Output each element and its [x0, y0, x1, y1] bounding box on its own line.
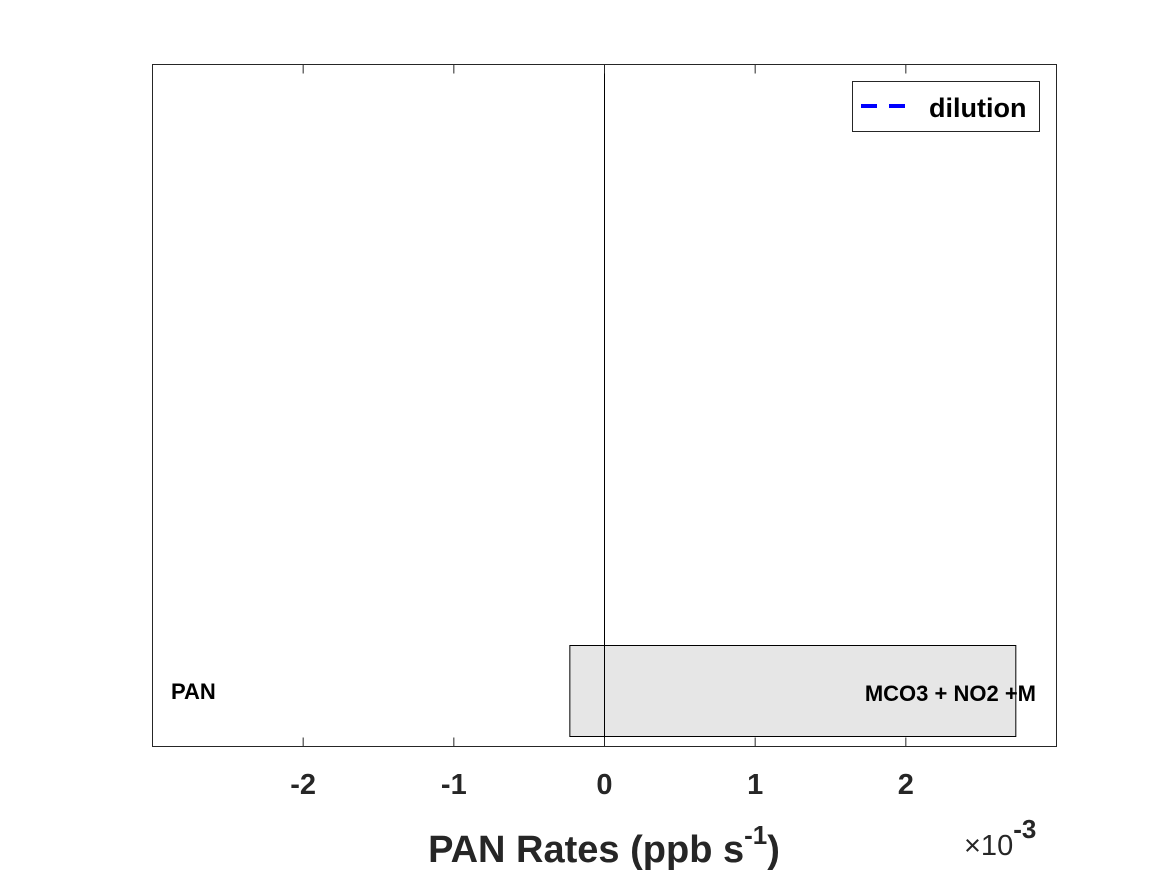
x-axis-title-superscript: -1 — [744, 820, 767, 850]
x-ticks: -2 -1 0 1 2 — [290, 64, 914, 801]
x-exponent-multiplier: ×10 — [964, 830, 1013, 862]
x-tick-label: -2 — [290, 769, 316, 801]
x-exponent-power: -3 — [1013, 814, 1036, 844]
bar-0 — [569, 645, 1017, 737]
x-tick-label: 1 — [747, 769, 763, 801]
bar-right-label: MCO3 + NO2 +M — [865, 681, 1036, 706]
x-axis-title: PAN Rates (ppb s-1) — [428, 820, 780, 871]
x-axis-title-close: ) — [767, 829, 780, 871]
x-axis-title-main: PAN Rates (ppb s — [428, 829, 744, 871]
bars-layer: PAN MCO3 + NO2 +M — [171, 645, 1036, 737]
legend-box — [852, 81, 1040, 132]
x-exponent-label: ×10-3 — [964, 814, 1036, 862]
x-tick-label: 0 — [596, 769, 612, 801]
bar-left-label: PAN — [171, 679, 216, 704]
legend-label-dilution: dilution — [929, 93, 1026, 123]
x-tick-label: -1 — [441, 769, 467, 801]
legend: dilution — [852, 81, 1040, 132]
x-tick-label: 2 — [898, 769, 914, 801]
